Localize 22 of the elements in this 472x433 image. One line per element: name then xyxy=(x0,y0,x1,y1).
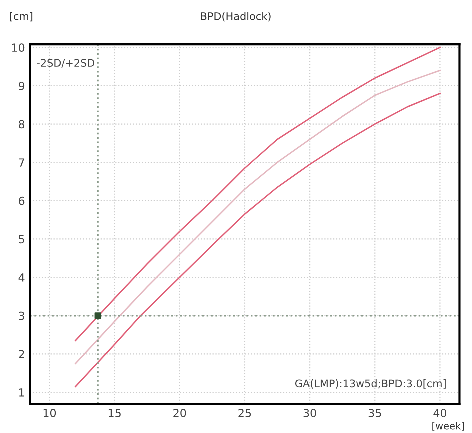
annotation: -2SD/+2SD xyxy=(37,59,95,68)
y-axis-title: [cm] xyxy=(10,12,33,22)
y-tick-label: 10 xyxy=(12,44,25,52)
y-tick-label: 4 xyxy=(18,274,25,282)
y-tick-label: 9 xyxy=(18,82,25,90)
x-tick-label: 35 xyxy=(368,409,382,418)
y-tick-label: 7 xyxy=(19,158,24,167)
annotation: GA(LMP):13w5d;BPD:3.0[cm] xyxy=(295,380,446,389)
y-tick-label: 1 xyxy=(20,388,24,397)
y-tick-label: 5 xyxy=(19,235,24,244)
x-tick-label: 15 xyxy=(108,409,121,418)
y-tick-label: 3 xyxy=(19,312,24,320)
x-tick-label: 20 xyxy=(174,409,186,418)
x-axis-title: [week] xyxy=(432,422,464,431)
y-tick-label: 8 xyxy=(19,120,25,129)
x-tick-label: 30 xyxy=(304,409,316,418)
y-tick-label: 6 xyxy=(19,196,25,206)
y-tick-label: 2 xyxy=(19,350,24,358)
x-tick-label: 25 xyxy=(238,409,252,418)
chart-title: BPD(Hadlock) xyxy=(201,12,271,22)
x-tick-label: 10 xyxy=(44,409,56,418)
x-tick-label: 40 xyxy=(434,409,447,418)
